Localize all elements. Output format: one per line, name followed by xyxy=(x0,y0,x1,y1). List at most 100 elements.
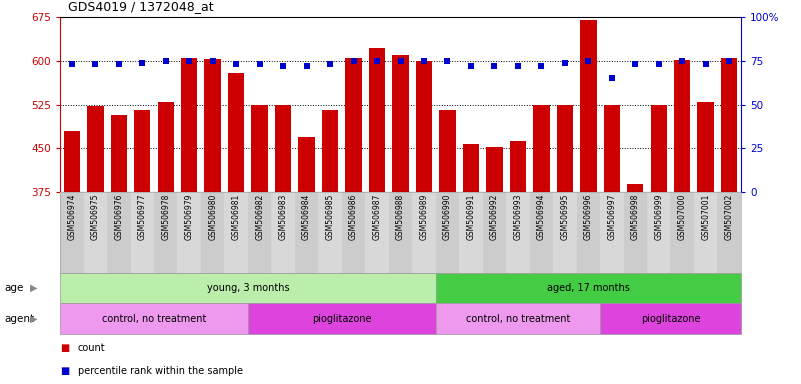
Text: GSM506996: GSM506996 xyxy=(584,194,593,240)
Point xyxy=(723,58,735,64)
Bar xyxy=(158,102,174,384)
Text: GSM506999: GSM506999 xyxy=(654,194,663,240)
Bar xyxy=(627,184,643,384)
Bar xyxy=(111,115,127,384)
Point xyxy=(347,58,360,64)
Text: GDS4019 / 1372048_at: GDS4019 / 1372048_at xyxy=(68,0,214,13)
Text: pioglitazone: pioglitazone xyxy=(312,314,372,324)
Point xyxy=(512,63,525,69)
Text: age: age xyxy=(4,283,23,293)
Text: GSM506990: GSM506990 xyxy=(443,194,452,240)
Point xyxy=(89,61,102,68)
Bar xyxy=(463,144,479,384)
Point xyxy=(230,61,243,68)
Bar xyxy=(604,104,620,384)
Text: percentile rank within the sample: percentile rank within the sample xyxy=(78,366,243,376)
Bar xyxy=(298,137,315,384)
Text: GSM506988: GSM506988 xyxy=(396,194,405,240)
Text: GSM506984: GSM506984 xyxy=(302,194,311,240)
Bar xyxy=(392,55,409,384)
Point xyxy=(465,63,477,69)
Point xyxy=(606,75,618,81)
Point xyxy=(66,61,78,68)
Point xyxy=(324,61,336,68)
Text: GSM506994: GSM506994 xyxy=(537,194,545,240)
Point xyxy=(676,58,689,64)
Bar xyxy=(368,48,385,384)
Text: GSM506977: GSM506977 xyxy=(138,194,147,240)
Text: ■: ■ xyxy=(60,366,70,376)
Text: aged, 17 months: aged, 17 months xyxy=(547,283,630,293)
Point xyxy=(488,63,501,69)
Bar xyxy=(533,104,549,384)
Point xyxy=(558,60,571,66)
Bar xyxy=(650,104,667,384)
Text: GSM506981: GSM506981 xyxy=(231,194,240,240)
Text: control, no treatment: control, no treatment xyxy=(465,314,570,324)
Text: count: count xyxy=(78,343,105,353)
Bar xyxy=(252,104,268,384)
Point xyxy=(652,61,665,68)
Text: young, 3 months: young, 3 months xyxy=(207,283,289,293)
Point xyxy=(183,58,195,64)
Bar xyxy=(228,73,244,384)
Point xyxy=(112,61,125,68)
Text: GSM506991: GSM506991 xyxy=(466,194,476,240)
Bar xyxy=(674,60,690,384)
Bar xyxy=(580,20,597,384)
Text: pioglitazone: pioglitazone xyxy=(641,314,700,324)
Point xyxy=(629,61,642,68)
Bar xyxy=(204,59,221,384)
Bar xyxy=(416,61,433,384)
Text: GSM506995: GSM506995 xyxy=(561,194,570,240)
Bar xyxy=(134,111,151,384)
Bar xyxy=(509,141,526,384)
Text: GSM507001: GSM507001 xyxy=(701,194,710,240)
Point xyxy=(699,61,712,68)
Point xyxy=(535,63,548,69)
Text: GSM506975: GSM506975 xyxy=(91,194,100,240)
Text: GSM506979: GSM506979 xyxy=(185,194,194,240)
Point xyxy=(371,58,384,64)
Bar xyxy=(439,111,456,384)
Point xyxy=(136,60,149,66)
Point xyxy=(159,58,172,64)
Text: GSM506974: GSM506974 xyxy=(67,194,76,240)
Bar xyxy=(87,106,103,384)
Bar xyxy=(181,58,197,384)
Point xyxy=(582,58,594,64)
Text: control, no treatment: control, no treatment xyxy=(102,314,206,324)
Text: GSM506976: GSM506976 xyxy=(115,194,123,240)
Text: GSM506986: GSM506986 xyxy=(349,194,358,240)
Point xyxy=(417,58,430,64)
Text: GSM506997: GSM506997 xyxy=(607,194,616,240)
Text: GSM506993: GSM506993 xyxy=(513,194,522,240)
Point xyxy=(276,63,289,69)
Text: GSM506983: GSM506983 xyxy=(279,194,288,240)
Bar xyxy=(63,131,80,384)
Point xyxy=(253,61,266,68)
Text: agent: agent xyxy=(4,314,34,324)
Bar xyxy=(557,104,573,384)
Text: GSM506985: GSM506985 xyxy=(325,194,335,240)
Bar xyxy=(322,111,338,384)
Text: GSM506982: GSM506982 xyxy=(256,194,264,240)
Text: GSM506989: GSM506989 xyxy=(420,194,429,240)
Text: GSM506978: GSM506978 xyxy=(161,194,171,240)
Text: GSM506980: GSM506980 xyxy=(208,194,217,240)
Bar xyxy=(698,102,714,384)
Bar xyxy=(275,104,292,384)
Point xyxy=(441,58,454,64)
Point xyxy=(207,58,219,64)
Text: GSM507000: GSM507000 xyxy=(678,194,686,240)
Point xyxy=(394,58,407,64)
Point xyxy=(300,63,313,69)
Text: ▶: ▶ xyxy=(30,314,37,324)
Text: GSM507002: GSM507002 xyxy=(725,194,734,240)
Text: GSM506987: GSM506987 xyxy=(372,194,381,240)
Text: GSM506998: GSM506998 xyxy=(630,194,640,240)
Bar xyxy=(486,147,503,384)
Text: ■: ■ xyxy=(60,343,70,353)
Bar xyxy=(345,58,362,384)
Text: GSM506992: GSM506992 xyxy=(490,194,499,240)
